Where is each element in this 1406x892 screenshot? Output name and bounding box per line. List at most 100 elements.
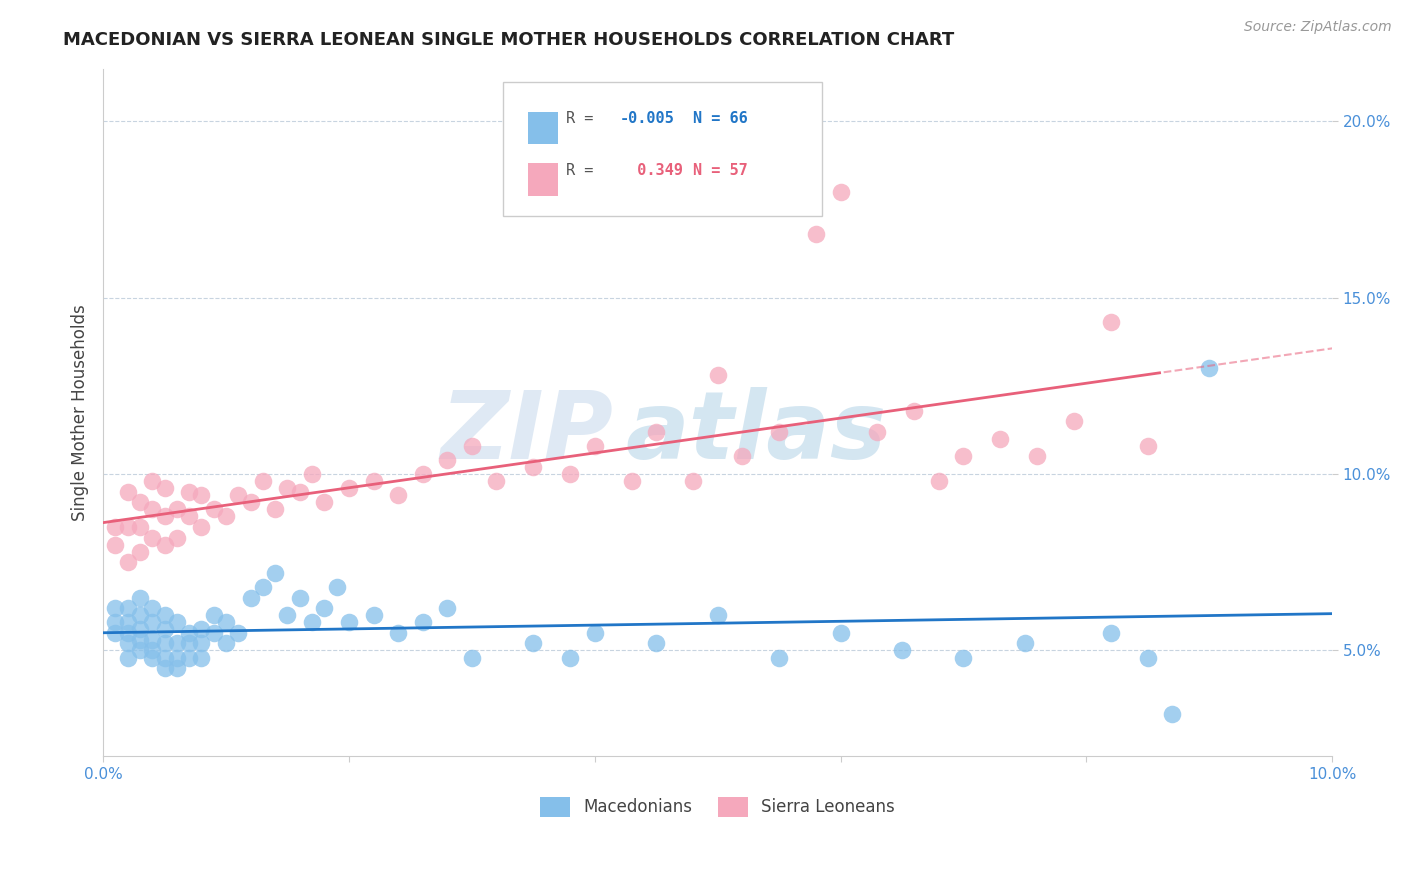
Text: N = 66: N = 66 <box>693 111 748 126</box>
Point <box>190 622 212 636</box>
Point <box>1136 650 1159 665</box>
Point <box>485 474 508 488</box>
Point <box>117 520 139 534</box>
Point <box>202 608 225 623</box>
Point <box>141 474 163 488</box>
Point <box>337 481 360 495</box>
Point <box>706 368 728 383</box>
Point <box>620 474 643 488</box>
Point <box>202 625 225 640</box>
Point <box>141 615 163 630</box>
Point <box>522 460 544 475</box>
Point <box>129 608 152 623</box>
Point <box>301 467 323 482</box>
FancyBboxPatch shape <box>529 163 558 195</box>
Point <box>117 650 139 665</box>
Point <box>215 615 238 630</box>
Point <box>190 488 212 502</box>
Point <box>645 425 668 439</box>
Point <box>768 425 790 439</box>
Point <box>190 650 212 665</box>
Text: R =: R = <box>567 111 603 126</box>
Point <box>129 591 152 605</box>
Point <box>153 636 176 650</box>
Point <box>325 580 347 594</box>
Point <box>153 509 176 524</box>
Text: Source: ZipAtlas.com: Source: ZipAtlas.com <box>1244 20 1392 34</box>
Point <box>1063 414 1085 428</box>
Point <box>239 495 262 509</box>
Point <box>830 185 852 199</box>
Point <box>166 650 188 665</box>
Point <box>179 636 201 650</box>
Point <box>153 538 176 552</box>
Point <box>1099 625 1122 640</box>
Point <box>129 643 152 657</box>
Point <box>1014 636 1036 650</box>
Point <box>117 484 139 499</box>
Point <box>179 484 201 499</box>
Point <box>1026 450 1049 464</box>
Point <box>228 488 250 502</box>
Point <box>104 538 127 552</box>
Point <box>129 622 152 636</box>
Text: N = 57: N = 57 <box>693 163 748 178</box>
Point <box>179 625 201 640</box>
Point <box>166 615 188 630</box>
Point <box>276 481 298 495</box>
Point <box>153 650 176 665</box>
Point <box>301 615 323 630</box>
Point <box>288 484 311 499</box>
Point <box>117 615 139 630</box>
Point <box>141 502 163 516</box>
Legend: Macedonians, Sierra Leoneans: Macedonians, Sierra Leoneans <box>534 790 901 823</box>
Point <box>928 474 950 488</box>
Point <box>215 636 238 650</box>
Text: -0.005: -0.005 <box>619 111 673 126</box>
Text: ZIP: ZIP <box>440 387 613 479</box>
Point <box>104 601 127 615</box>
Point <box>104 625 127 640</box>
Point <box>363 474 385 488</box>
Point <box>228 625 250 640</box>
Point <box>179 650 201 665</box>
Point <box>768 650 790 665</box>
Point <box>264 566 287 580</box>
Point <box>436 453 458 467</box>
Point <box>166 661 188 675</box>
Point <box>276 608 298 623</box>
Point <box>560 650 582 665</box>
Point <box>264 502 287 516</box>
Point <box>645 636 668 650</box>
Point <box>731 450 754 464</box>
Point <box>1161 706 1184 721</box>
Point <box>706 608 728 623</box>
Point <box>141 650 163 665</box>
Point <box>202 502 225 516</box>
Point <box>129 545 152 559</box>
Point <box>166 531 188 545</box>
Point <box>153 661 176 675</box>
Point <box>337 615 360 630</box>
Point <box>461 650 484 665</box>
Point <box>117 625 139 640</box>
Point <box>1198 361 1220 376</box>
Point <box>153 608 176 623</box>
Point <box>252 580 274 594</box>
Point <box>314 495 336 509</box>
Point <box>830 625 852 640</box>
Text: R =: R = <box>567 163 603 178</box>
Point <box>866 425 889 439</box>
Point <box>461 439 484 453</box>
Point <box>129 632 152 647</box>
Text: atlas: atlas <box>626 387 887 479</box>
Point <box>583 439 606 453</box>
Point <box>153 481 176 495</box>
Point <box>1136 439 1159 453</box>
Point <box>560 467 582 482</box>
Point <box>891 643 914 657</box>
Point <box>141 601 163 615</box>
Point <box>522 636 544 650</box>
Point <box>387 625 409 640</box>
Point <box>387 488 409 502</box>
